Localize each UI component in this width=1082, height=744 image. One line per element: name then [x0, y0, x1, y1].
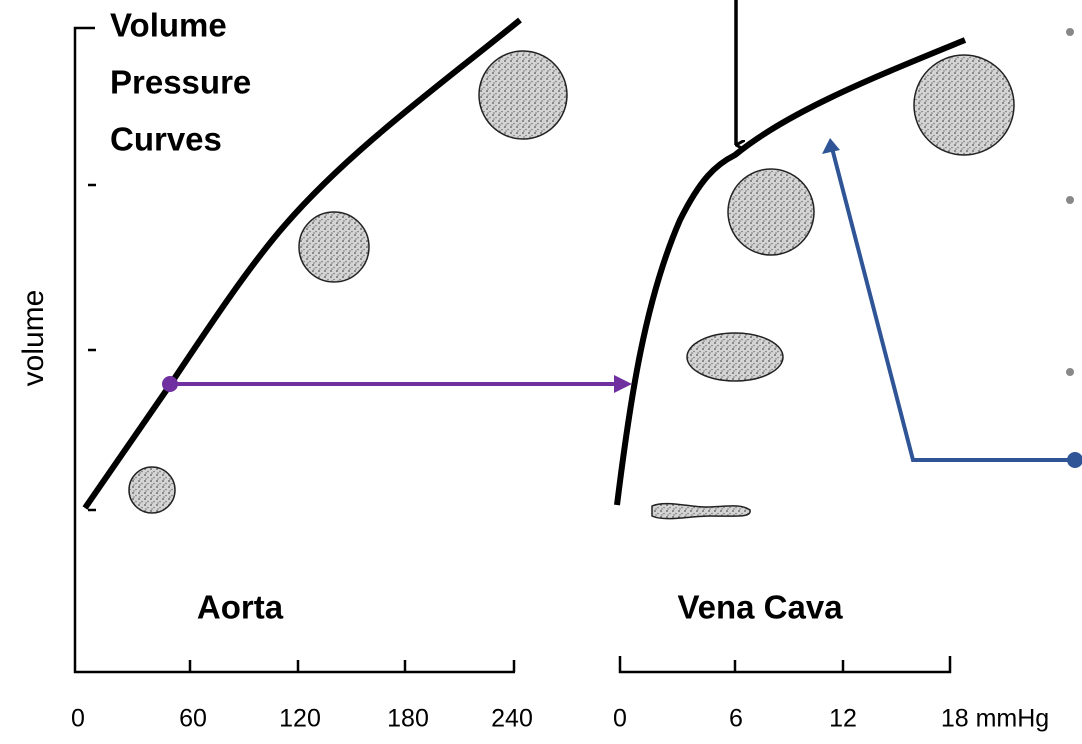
bullets [1066, 28, 1074, 376]
title-line: Volume [110, 7, 227, 44]
y-axis-label: volume [17, 290, 50, 387]
blue-arrow [822, 138, 1075, 460]
purple-arrow [170, 375, 632, 393]
diagram: Volume Pressure Curves volume Aorta Vena… [0, 0, 1082, 744]
x-tick-label: 6 [729, 705, 743, 733]
panel-label: Vena Cava [677, 589, 843, 626]
x-tick-label: 0 [613, 705, 627, 733]
x-tick-label: 18 mmHg [941, 705, 1049, 733]
title-line: Pressure [110, 64, 251, 101]
vena-cava-curve [617, 40, 965, 505]
x-tick-label: 12 [829, 705, 857, 733]
blue-dot [1067, 452, 1082, 468]
x-tick-label: 240 [491, 705, 533, 733]
title-line: Curves [110, 121, 222, 158]
tick-labels: 0 60 120 180 240 0 6 12 18 mmHg [71, 705, 1049, 733]
panel-label: Aorta [197, 589, 284, 626]
x-tick-label: 180 [387, 705, 429, 733]
purple-dot [162, 376, 178, 392]
x-tick-label: 120 [279, 705, 321, 733]
vessel-sections [129, 51, 1014, 519]
x-tick-label: 60 [179, 705, 207, 733]
x-tick-label: 0 [71, 705, 85, 733]
